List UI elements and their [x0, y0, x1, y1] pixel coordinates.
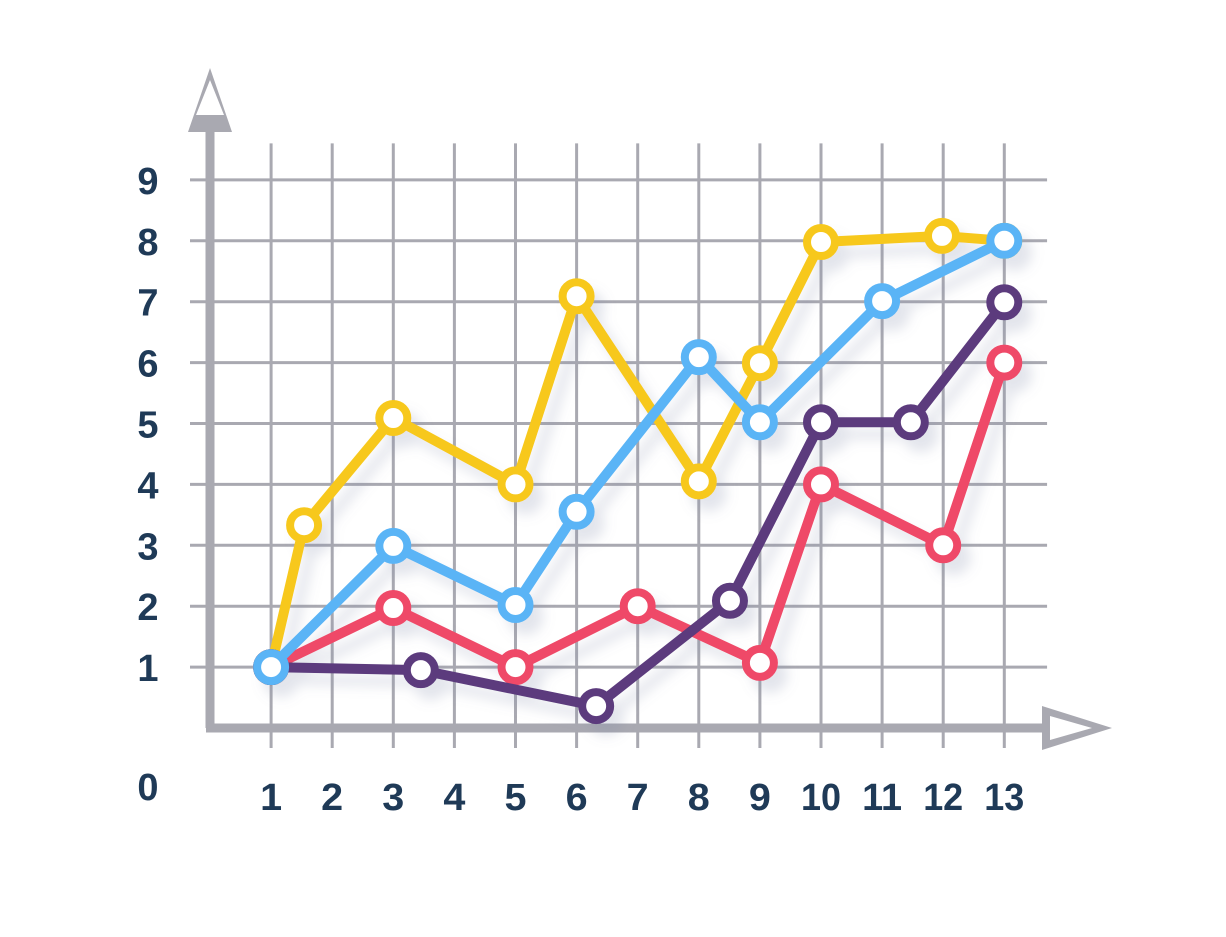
y-tick-label: 3 [137, 526, 158, 568]
y-tick-label: 5 [137, 405, 158, 447]
data-point [680, 463, 717, 500]
y-tick-label: 4 [137, 465, 158, 507]
data-point [558, 493, 595, 530]
origin-label: 0 [137, 767, 158, 809]
data-point [864, 283, 901, 320]
x-tick-label: 4 [443, 777, 465, 819]
data-point [402, 652, 439, 689]
data-point [375, 400, 412, 437]
y-tick-label: 9 [137, 161, 158, 203]
data-point [803, 466, 839, 503]
x-tick-label: 12 [923, 777, 963, 819]
plot-area [253, 217, 1023, 725]
y-tick-label: 7 [137, 283, 158, 325]
data-point [619, 588, 656, 625]
data-point [558, 278, 595, 315]
data-point [741, 404, 778, 441]
x-tick-label: 7 [627, 777, 649, 819]
data-point [680, 339, 717, 376]
data-point [375, 527, 412, 564]
data-point [375, 590, 412, 627]
data-point [803, 404, 839, 441]
data-point [741, 644, 778, 681]
data-point [497, 466, 534, 503]
data-point [578, 688, 615, 725]
data-point [986, 344, 1023, 381]
x-tick-label: 2 [321, 777, 343, 819]
data-point [925, 527, 962, 564]
data-point [253, 649, 290, 686]
y-axis-arrow-inner [196, 80, 224, 115]
x-tick-label: 5 [505, 777, 527, 819]
data-point [986, 284, 1023, 321]
x-tick-label: 8 [688, 777, 710, 819]
y-tick-label: 2 [137, 587, 158, 629]
x-tick-label: 6 [566, 777, 588, 819]
x-axis-arrow-inner [1050, 716, 1092, 740]
data-point [892, 404, 929, 441]
data-point [803, 224, 839, 261]
data-point [286, 507, 323, 544]
data-point [497, 586, 534, 623]
axes [188, 68, 1112, 750]
series-line [266, 230, 1010, 673]
x-tick-label: 13 [984, 777, 1024, 819]
x-tick-label: 3 [382, 777, 404, 819]
y-tick-label: 1 [137, 648, 158, 690]
data-point [497, 649, 534, 686]
x-tick-label: 11 [862, 777, 902, 819]
series-line [266, 357, 1010, 673]
data-point [741, 345, 778, 382]
data-point [986, 222, 1023, 259]
y-tick-label: 6 [137, 344, 158, 386]
data-point [923, 217, 960, 254]
x-tick-label: 10 [801, 777, 841, 819]
data-point [711, 582, 748, 619]
x-tick-label: 1 [260, 777, 282, 819]
x-tick-label: 9 [749, 777, 771, 819]
series-line [266, 235, 1010, 673]
y-tick-label: 8 [137, 222, 158, 264]
